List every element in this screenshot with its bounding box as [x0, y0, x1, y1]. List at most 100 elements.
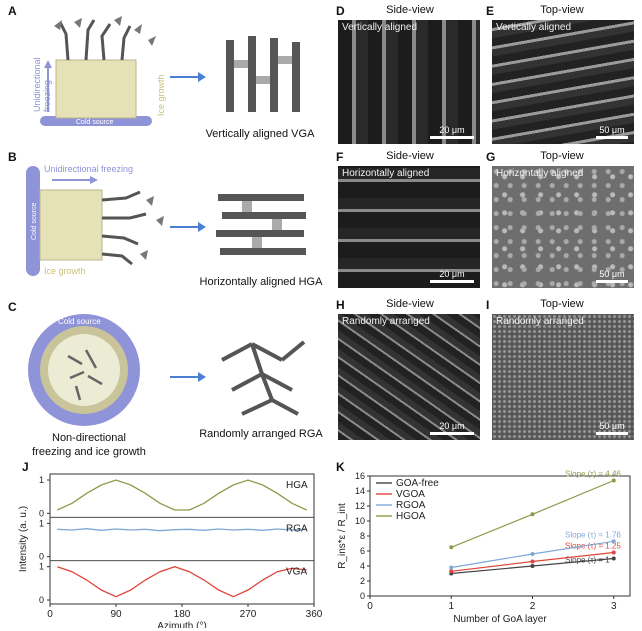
y-tick-label: 10 [355, 516, 365, 526]
cold-source-label-b: Cold source [31, 203, 38, 240]
cold-source-label-a: Cold source [76, 119, 113, 126]
legend-label-rgoa: RGOA [396, 500, 426, 511]
slope-label-hgoa: Slope (τ) = 4.46 [565, 470, 621, 479]
panel-label-h: H [336, 298, 345, 312]
scale-bar-f: 20 μm [430, 269, 474, 283]
y-tick-label: 2 [360, 576, 365, 586]
sem-caption-g: Horizontally aligned [496, 168, 584, 179]
series-line-vga [57, 566, 307, 598]
schematic-vertical-freezing: Cold source Unidirectional freezing Ice … [32, 16, 166, 126]
view-title-h: Side-view [386, 298, 434, 310]
x-tick-label: 2 [530, 601, 536, 612]
scale-label-e: 50 μm [599, 125, 625, 135]
scale-bar-i: 50 μm [596, 421, 628, 435]
data-point-goa-free [611, 556, 616, 561]
scale-label-h: 20 μm [439, 421, 465, 431]
y-tick-label: 0 [39, 595, 44, 605]
y-tick-label: 12 [355, 501, 365, 511]
hga-structure-illustration [216, 194, 306, 255]
y-axis-label: Intensity (a. u.) [18, 506, 29, 572]
y-tick-label: 1 [39, 475, 44, 485]
caption-nondirectional-1: Non-directional [52, 432, 126, 444]
data-point-vgoa [530, 559, 535, 564]
data-point-rgoa [530, 552, 535, 556]
panel-label-c: C [8, 300, 17, 314]
series-label-hga: HGA [286, 480, 308, 491]
legend-label-vgoa: VGOA [396, 489, 425, 500]
schematic-nondirectional-freezing: Cold source [28, 314, 140, 426]
scale-label-i: 50 μm [599, 421, 625, 431]
x-tick-label: 1 [448, 601, 454, 612]
cold-source-label-c: Cold source [58, 317, 101, 326]
series-line-rga [57, 528, 307, 532]
sem-caption-f: Horizontally aligned [342, 168, 430, 179]
x-tick-label: 3 [611, 601, 617, 612]
arrow-right-icon [170, 372, 206, 382]
slope-label-vgoa: Slope (τ) = 1.25 [565, 542, 621, 551]
sem-caption-i: Randomly arranged [496, 316, 584, 327]
sem-image-f: Horizontally aligned 20 μm [338, 166, 480, 288]
slope-label-rgoa: Slope (τ) = 1.76 [565, 530, 621, 539]
scale-bar-h: 20 μm [430, 421, 474, 435]
x-tick-label: 0 [47, 609, 53, 620]
x-tick-label: 180 [174, 609, 191, 620]
data-point-vgoa [449, 569, 454, 574]
view-title-e: Top-view [540, 4, 584, 16]
sem-image-g: Horizontally aligned 50 μm [492, 166, 634, 288]
sem-caption-h: Randomly arranged [342, 316, 430, 327]
panel-label-g: G [486, 150, 496, 164]
sem-caption-e: Vertically aligned [496, 22, 572, 33]
y-tick-label: 4 [360, 561, 365, 571]
data-point-rgoa [611, 539, 616, 544]
view-title-i: Top-view [540, 298, 584, 310]
y-tick-label: 0 [39, 508, 44, 518]
rga-structure-illustration [221, 340, 306, 416]
series-label-vga: VGA [286, 567, 307, 578]
scale-bar-g: 50 μm [596, 269, 628, 283]
caption-nondirectional-2: freezing and ice growth [32, 446, 146, 458]
schematic-horizontal-freezing: Unidirectional freezing Ice growth Cold … [26, 164, 164, 276]
data-point-goa-free [530, 564, 535, 568]
caption-vga: Vertically aligned VGA [205, 128, 315, 140]
scale-bar-d: 20 μm [430, 125, 474, 139]
y-tick-label: 14 [355, 486, 365, 496]
panel-label-e: E [486, 4, 495, 18]
unidirectional-freezing-label-b: Unidirectional freezing [44, 164, 133, 174]
view-title-d: Side-view [386, 4, 434, 16]
series-line-hga [57, 479, 307, 511]
view-title-f: Side-view [386, 150, 434, 162]
panel-label-d: D [336, 4, 345, 18]
sem-image-i: Randomly arranged 50 μm [492, 314, 634, 440]
panel-label-i: I [486, 298, 490, 312]
y-tick-label: 1 [39, 562, 44, 572]
y-tick-label: 16 [355, 471, 365, 481]
ice-growth-label-a: Ice growth [156, 74, 166, 116]
data-point-hgoa [611, 478, 616, 483]
freezing-label-a: freezing [42, 80, 52, 112]
slope-label-goa-free: Slope (τ) = 1 [565, 556, 610, 565]
scale-label-g: 50 μm [599, 269, 625, 279]
vga-structure-illustration [226, 36, 300, 112]
panel-label-b: B [8, 150, 17, 164]
x-axis-label: Number of GoA layer [453, 614, 547, 625]
sem-caption-d: Vertically aligned [342, 22, 418, 33]
arrow-right-icon [170, 222, 206, 232]
legend-label-goa-free: GOA-free [396, 478, 439, 489]
series-label-rga: RGA [286, 523, 308, 534]
panel-label-j: J [22, 460, 29, 474]
caption-hga: Horizontally aligned HGA [199, 276, 323, 288]
y-tick-label: 6 [360, 546, 365, 556]
caption-rga: Randomly arranged RGA [199, 428, 323, 440]
x-axis-label: Azimuth (°) [157, 621, 207, 628]
y-axis-label: R_ins*ε / R_int [337, 503, 348, 569]
plot-frame [49, 473, 315, 605]
arrow-right-icon [170, 72, 206, 82]
data-point-hgoa [530, 512, 535, 517]
y-tick-label: 8 [360, 531, 365, 541]
y-tick-label: 0 [39, 552, 44, 562]
data-point-hgoa [449, 545, 454, 550]
x-tick-label: 360 [306, 609, 323, 620]
sem-image-h: Randomly arranged 20 μm [338, 314, 480, 440]
